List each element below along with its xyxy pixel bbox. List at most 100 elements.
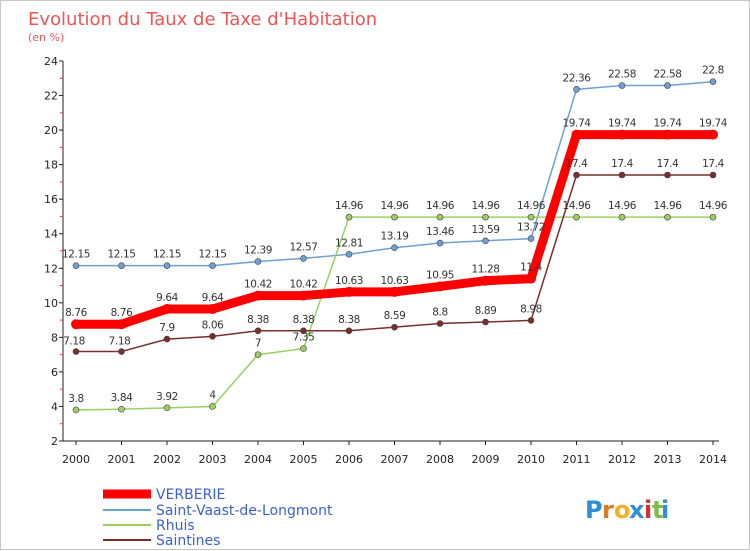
data-point <box>391 213 398 221</box>
data-point <box>345 213 353 221</box>
data-point <box>436 239 444 247</box>
x-tick-label: 2012 <box>608 453 636 466</box>
data-label: 13.59 <box>471 224 499 236</box>
data-label: 17.4 <box>657 158 679 170</box>
data-label: 4 <box>209 389 216 401</box>
y-tick-label: 6 <box>51 366 58 379</box>
data-point <box>254 351 262 358</box>
data-label: 22.36 <box>562 72 591 84</box>
data-label: 10.95 <box>426 269 454 281</box>
y-tick-label: 4 <box>51 400 58 413</box>
data-label: 8.06 <box>202 319 224 331</box>
data-label: 10.63 <box>380 275 408 287</box>
data-point <box>207 304 218 315</box>
data-label: 13.19 <box>380 231 408 243</box>
x-tick-label: 2002 <box>153 453 181 466</box>
data-label: 11.28 <box>471 264 499 276</box>
data-label: 8.38 <box>338 314 360 326</box>
series-layer <box>71 78 718 414</box>
data-label: 14.96 <box>608 200 637 212</box>
data-label: 14.96 <box>426 200 455 212</box>
data-label: 14.96 <box>699 200 728 212</box>
legend-label: VERBERIE <box>156 487 225 503</box>
x-tick-label: 2004 <box>244 453 272 466</box>
data-point <box>436 320 444 327</box>
data-label: 10.42 <box>244 279 272 291</box>
logo-letter: P <box>585 496 603 524</box>
y-tick-label: 8 <box>51 331 58 344</box>
data-label: 11.4 <box>520 262 542 274</box>
y-tick-label: 10 <box>44 297 58 310</box>
data-label: 22.8 <box>702 65 724 77</box>
data-label: 12.15 <box>62 249 90 261</box>
data-label: 19.74 <box>653 118 682 130</box>
data-label: 8.76 <box>111 307 133 319</box>
data-point <box>482 318 489 326</box>
data-point <box>298 290 309 301</box>
data-label: 7 <box>255 338 261 350</box>
data-label: 12.81 <box>335 237 363 249</box>
data-point <box>389 286 400 297</box>
data-point <box>527 317 535 324</box>
logo-letter: r <box>602 496 614 524</box>
logo-letter: o <box>614 496 631 524</box>
data-point <box>253 290 263 301</box>
data-point <box>618 82 626 89</box>
data-label: 12.15 <box>107 249 135 261</box>
data-point <box>163 404 171 412</box>
x-tick-label: 2000 <box>62 453 90 466</box>
legend: VERBERIESaint-Vaast-de-LongmontRhuisSain… <box>103 487 333 549</box>
data-label: 7.35 <box>293 332 315 344</box>
legend-label: Rhuis <box>156 518 195 534</box>
x-tick-label: 2006 <box>335 453 363 466</box>
data-point <box>391 323 398 331</box>
x-tick-label: 2011 <box>563 453 591 466</box>
data-point <box>480 275 491 286</box>
chart-subtitle: (en %) <box>28 31 64 44</box>
data-point <box>209 262 216 269</box>
x-tick-label: 2005 <box>290 453 318 466</box>
data-point <box>163 335 171 343</box>
data-label: 12.15 <box>198 249 226 261</box>
data-label: 17.4 <box>611 158 633 170</box>
data-label: 7.18 <box>109 336 131 348</box>
data-point <box>71 319 81 330</box>
data-label: 9.64 <box>202 292 224 304</box>
data-point <box>664 213 671 221</box>
data-point <box>300 345 307 352</box>
data-point <box>254 258 262 265</box>
data-label: 14.96 <box>335 200 364 212</box>
data-point <box>72 406 80 414</box>
data-point <box>209 403 216 410</box>
data-point <box>709 213 717 221</box>
data-label: 3.84 <box>111 392 133 404</box>
data-label: 10.63 <box>335 275 363 287</box>
data-label: 14.96 <box>380 200 409 212</box>
data-point <box>526 273 536 284</box>
logo-letter: x <box>629 496 645 524</box>
data-point <box>664 82 671 89</box>
data-label: 8.98 <box>520 303 542 315</box>
data-label: 8.59 <box>384 310 406 322</box>
data-point <box>118 348 125 355</box>
data-point <box>617 129 627 140</box>
data-label: 3.8 <box>68 393 84 405</box>
x-tick-label: 2003 <box>199 453 227 466</box>
data-point <box>72 262 80 269</box>
data-label: 17.4 <box>566 158 588 170</box>
data-label: 8.89 <box>475 305 497 317</box>
data-point <box>345 250 353 258</box>
data-label: 8.38 <box>293 314 315 326</box>
data-point <box>72 348 80 355</box>
data-point <box>254 327 262 335</box>
data-label: 12.39 <box>244 245 272 257</box>
data-point <box>436 213 444 221</box>
data-label: 7.18 <box>63 336 85 348</box>
x-tick-label: 2001 <box>108 453 136 466</box>
data-point <box>573 171 580 179</box>
y-tick-label: 24 <box>44 55 58 68</box>
logo-letter: i <box>661 496 669 524</box>
data-label: 22.58 <box>653 69 681 81</box>
